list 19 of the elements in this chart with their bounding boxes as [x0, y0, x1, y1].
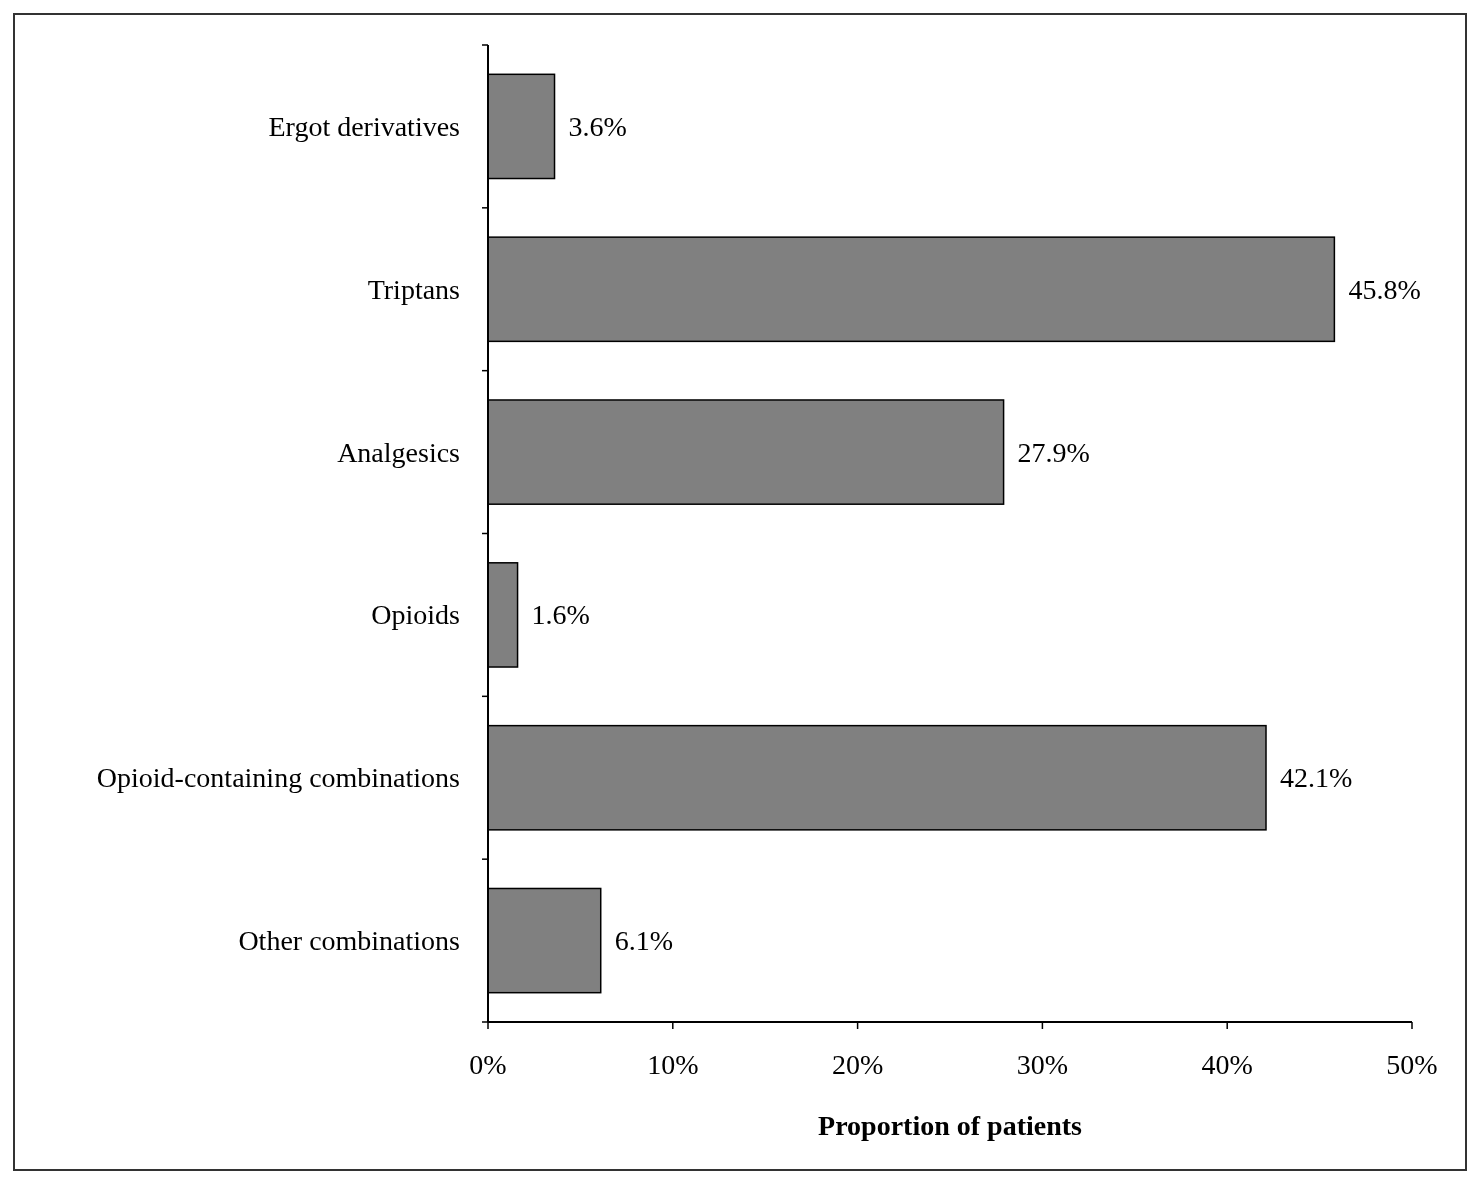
y-tick-label: Analgesics: [337, 436, 460, 468]
y-tick-label: Ergot derivatives: [268, 110, 460, 142]
x-tick-label: 20%: [831, 1049, 884, 1080]
data-label: 45.8%: [1348, 273, 1421, 305]
x-tick-label: 0%: [469, 1049, 507, 1080]
data-label: 42.1%: [1280, 762, 1353, 794]
y-tick-label: Triptans: [367, 273, 460, 305]
x-tick-label: 50%: [1386, 1049, 1438, 1080]
x-tick-label: 40%: [1201, 1049, 1253, 1080]
x-tick-label: 30%: [1016, 1049, 1069, 1080]
y-tick-label: Opioids: [371, 599, 460, 631]
data-label: 3.6%: [568, 110, 627, 142]
data-label: 6.1%: [614, 925, 674, 957]
y-tick-label: Opioid-containing combinations: [96, 762, 460, 794]
x-tick-label: 10%: [647, 1049, 699, 1080]
y-tick-label: Other combinations: [238, 925, 460, 957]
x-axis-title: Proportion of patients: [818, 1110, 1083, 1141]
data-label: 27.9%: [1017, 436, 1090, 468]
data-label: 1.6%: [531, 599, 590, 631]
